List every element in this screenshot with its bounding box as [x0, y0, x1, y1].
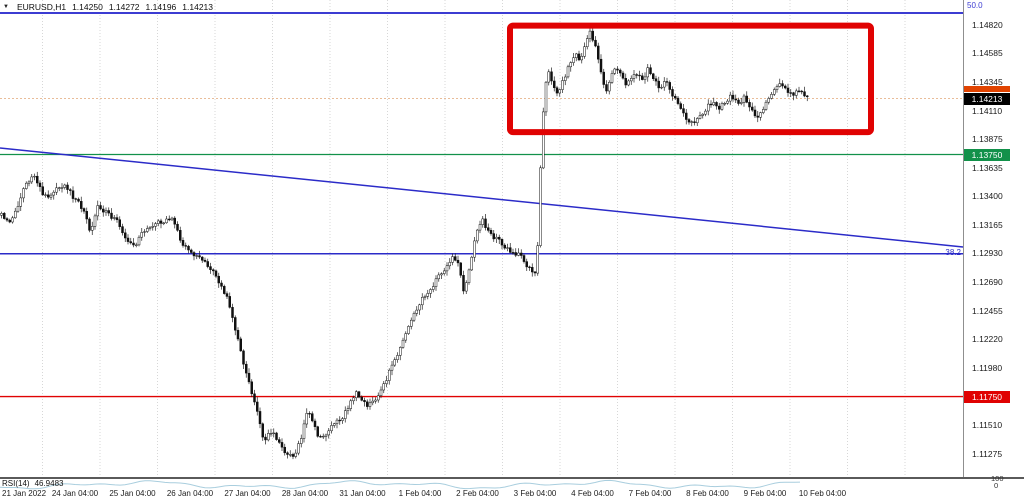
indicator-window-splitter[interactable]	[0, 477, 1024, 479]
symbol-timeframe-label: EURUSD,H1	[16, 1, 67, 12]
x-axis-date-label: 31 Jan 04:00	[339, 489, 386, 498]
candle-bodies-layer	[0, 30, 809, 457]
x-axis-date-label: 1 Feb 04:00	[398, 489, 442, 498]
green-level-price-box: 1.13750	[964, 148, 1010, 161]
y-axis-tick-label: 1.12930	[972, 248, 1003, 259]
quote-open: 1.14250	[72, 1, 103, 12]
quote-close: 1.14213	[182, 1, 214, 12]
x-axis-date-label: 27 Jan 04:00	[224, 489, 271, 498]
current-bid-price-box: 1.14213	[964, 92, 1010, 105]
highlight-rectangle[interactable]	[507, 22, 874, 136]
y-axis-tick-label: 1.11980	[972, 363, 1003, 374]
y-axis-tick-label: 1.13875	[972, 133, 1003, 144]
y-axis-tick-label: 1.14110	[972, 105, 1003, 116]
rsi-scale-min: 0	[994, 481, 999, 490]
y-axis-tick-label: 1.11510	[972, 420, 1003, 431]
x-axis-date-label: 9 Feb 04:00	[743, 489, 787, 498]
y-axis-tick-label: 1.14585	[972, 48, 1003, 58]
y-axis-tick-label: 1.11275	[972, 448, 1003, 459]
quote-low: 1.14196	[145, 1, 177, 12]
descending-trendline	[0, 147, 964, 248]
x-axis-date-label: 10 Feb 04:00	[798, 489, 847, 498]
x-axis-date-label: 7 Feb 04:00	[628, 489, 672, 498]
red-level-price-box: 1.11750	[964, 390, 1010, 403]
y-axis-tick-label: 1.13400	[972, 191, 1003, 202]
y-axis-tick-label: 1.13635	[972, 162, 1003, 173]
fib-382-label[interactable]: 38.2	[945, 248, 961, 257]
x-axis-date-label: 4 Feb 04:00	[571, 489, 614, 498]
x-axis-date-label: 26 Jan 04:00	[166, 489, 214, 498]
x-axis-date-label: 21 Jan 2022	[2, 489, 47, 498]
fib-50-label[interactable]: 50.0	[967, 1, 983, 10]
rsi-value: 46.9483	[34, 478, 64, 488]
rsi-line	[0, 479, 801, 490]
symbol-dropdown-icon[interactable]: ▼	[3, 3, 9, 10]
y-axis-tick-label: 1.14820	[972, 19, 1003, 30]
rsi-scale-max: 100	[991, 474, 1004, 483]
y-axis-tick-label: 1.12690	[972, 277, 1003, 288]
y-axis-tick-label: 1.14345	[972, 77, 1003, 87]
y-axis-tick-label: 1.12220	[972, 334, 1003, 345]
chart-header: ▼ EURUSD,H1 1.14250 1.14272 1.14196 1.14…	[3, 1, 213, 12]
x-axis-date-label: 28 Jan 04:00	[281, 489, 329, 498]
rsi-label: RSI(14)	[2, 478, 30, 488]
x-axis-date-label: 3 Feb 04:00	[513, 489, 557, 498]
y-axis-tick-label: 1.12455	[972, 305, 1003, 316]
candle-wicks-layer	[1, 27, 808, 460]
y-axis-tick-label: 1.13165	[972, 219, 1003, 230]
quote-high: 1.14272	[108, 1, 140, 12]
x-axis-date-label: 2 Feb 04:00	[456, 489, 499, 498]
ask-price-marker	[964, 86, 1010, 92]
x-axis-date-label: 8 Feb 04:00	[686, 489, 729, 498]
price-axis-separator	[963, 0, 964, 477]
rsi-indicator-header: RSI(14) 46.9483	[2, 479, 63, 488]
x-axis-date-label: 25 Jan 04:00	[109, 489, 156, 498]
x-axis-date-label: 24 Jan 04:00	[51, 489, 99, 498]
